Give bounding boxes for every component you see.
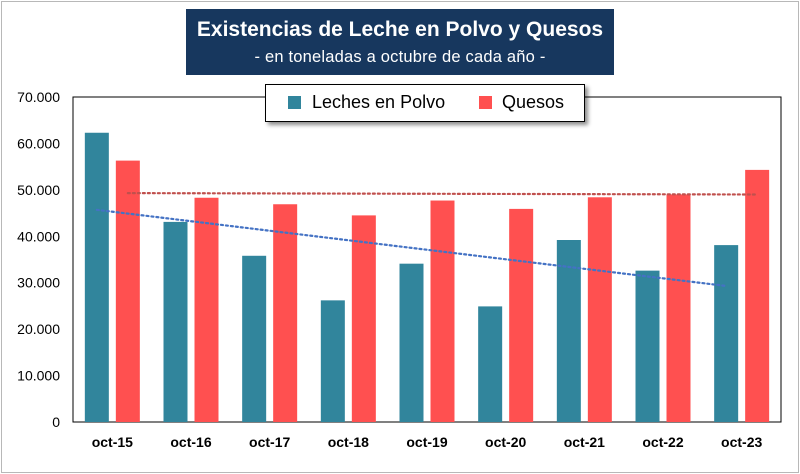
bar-quesos xyxy=(430,200,455,422)
x-tick-label: oct-21 xyxy=(564,434,605,450)
legend-swatch-quesos xyxy=(479,96,492,109)
bar-quesos xyxy=(587,197,612,422)
chart-title: Existencias de Leche en Polvo y Quesos xyxy=(196,18,604,41)
bar-quesos xyxy=(194,197,219,422)
trendline-quesos xyxy=(126,192,759,196)
bar-quesos xyxy=(351,215,376,422)
bar-quesos xyxy=(273,204,298,422)
legend-label-leches: Leches en Polvo xyxy=(312,92,446,112)
legend-label-quesos: Quesos xyxy=(502,92,565,112)
trendline-leches-en-polvo xyxy=(95,208,728,288)
x-tick-label: oct-19 xyxy=(406,434,447,450)
x-tick-label: oct-20 xyxy=(485,434,526,450)
bar-leches-en-polvo xyxy=(714,245,739,422)
bar-quesos xyxy=(115,160,140,422)
bar-leches-en-polvo xyxy=(163,221,188,422)
y-tick-label: 20.000 xyxy=(17,321,60,337)
y-tick-label: 40.000 xyxy=(17,228,60,244)
bar-leches-en-polvo xyxy=(635,270,660,422)
bar-leches-en-polvo xyxy=(84,132,109,422)
y-tick-label: 30.000 xyxy=(17,275,60,291)
y-tick-label: 10.000 xyxy=(17,368,60,384)
y-tick-label: 60.000 xyxy=(17,135,60,151)
x-tick-label: oct-23 xyxy=(721,434,762,450)
bar-leches-en-polvo xyxy=(242,255,267,422)
chart-title-box: Existencias de Leche en Polvo y Quesos -… xyxy=(186,9,614,75)
bar-quesos xyxy=(745,169,770,422)
bar-leches-en-polvo xyxy=(556,240,581,422)
x-tick-label: oct-17 xyxy=(249,434,290,450)
bar-leches-en-polvo xyxy=(399,263,424,422)
bar-quesos xyxy=(666,194,691,422)
bar-leches-en-polvo xyxy=(478,306,503,422)
y-tick-label: 70.000 xyxy=(17,89,60,105)
x-tick-label: oct-22 xyxy=(642,434,683,450)
chart-legend: Leches en Polvo Quesos xyxy=(265,84,585,122)
bar-quesos xyxy=(509,208,534,422)
y-tick-label: 50.000 xyxy=(17,182,60,198)
legend-swatch-leches xyxy=(288,96,301,109)
y-tick-label: 0 xyxy=(52,414,60,430)
x-tick-label: oct-18 xyxy=(328,434,369,450)
x-tick-label: oct-15 xyxy=(92,434,133,450)
chart-subtitle: - en toneladas a octubre de cada año - xyxy=(254,48,546,66)
x-tick-label: oct-16 xyxy=(170,434,211,450)
bar-leches-en-polvo xyxy=(320,300,345,422)
